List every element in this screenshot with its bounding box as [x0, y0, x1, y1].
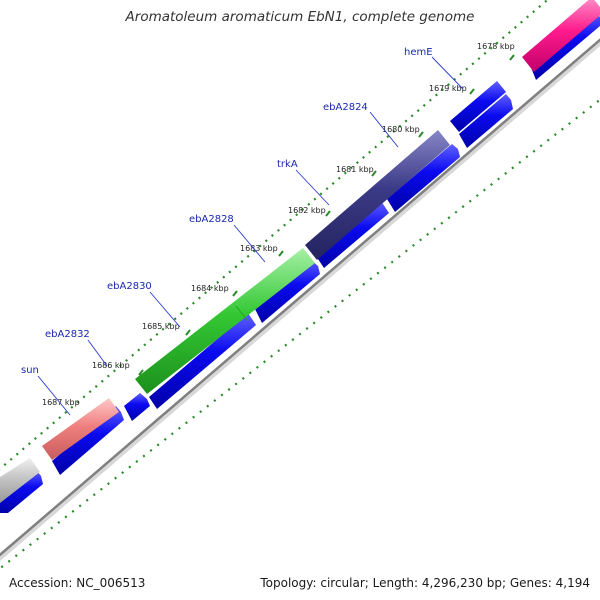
gene-bar[interactable] [522, 0, 600, 72]
cds-arrow[interactable] [52, 406, 124, 475]
gene-bar[interactable] [305, 130, 450, 260]
gene-label-ebA2830[interactable]: ebA2830 [107, 281, 152, 292]
gene-label-ebA2832[interactable]: ebA2832 [45, 329, 90, 340]
gene-labels: hemE ebA2824 trkA ebA2828 ebA2830 ebA283… [21, 47, 433, 376]
gene-label-leaders [37, 56, 464, 416]
gene-bar[interactable] [0, 458, 40, 503]
kbp-label: 1679 kbp [429, 84, 467, 93]
outer-tick-track [0, 0, 549, 471]
gene-label-trkA[interactable]: trkA [277, 159, 298, 170]
gene-track [0, 0, 600, 503]
kbp-label: 1681 kbp [336, 165, 374, 174]
genome-summary-text: Topology: circular; Length: 4,296,230 bp… [260, 576, 590, 590]
kbp-label: 1682 kbp [288, 206, 326, 215]
cds-arrow[interactable] [124, 393, 150, 421]
cds-arrow[interactable] [450, 81, 506, 132]
kbp-label: 1687 kbp [42, 398, 80, 407]
gene-label-hemE[interactable]: hemE [404, 47, 433, 58]
kbp-label: 1684 kbp [191, 284, 229, 293]
cds-arrow[interactable] [316, 201, 389, 268]
backbone [0, 38, 600, 562]
gene-label-ebA2828[interactable]: ebA2828 [189, 214, 234, 225]
cds-arrow[interactable] [0, 470, 43, 513]
inner-tick-track [0, 98, 600, 570]
gene-label-ebA2824[interactable]: ebA2824 [323, 102, 368, 113]
kbp-label: 1678 kbp [477, 42, 515, 51]
cds-track [0, 10, 600, 513]
cds-arrow[interactable] [459, 94, 513, 148]
kbp-label: 1686 kbp [92, 361, 130, 370]
gene-label-sun[interactable]: sun [21, 365, 39, 376]
map-title: Aromatoleum aromaticum EbN1, complete ge… [125, 9, 475, 25]
kbp-label: 1683 kbp [240, 244, 278, 253]
major-ticks [91, 54, 515, 416]
kbp-label: 1680 kbp [382, 125, 420, 134]
gene-bar[interactable] [42, 398, 119, 460]
cds-arrow[interactable] [254, 259, 320, 323]
kbp-label: 1685 kbp [142, 322, 180, 331]
cds-arrow[interactable] [387, 144, 460, 212]
gene-bar[interactable] [135, 248, 315, 394]
kbp-labels: 1678 kbp 1679 kbp 1680 kbp 1681 kbp 1682… [42, 42, 515, 407]
cds-arrow[interactable] [149, 313, 256, 409]
accession-text: Accession: NC_006513 [9, 576, 146, 590]
